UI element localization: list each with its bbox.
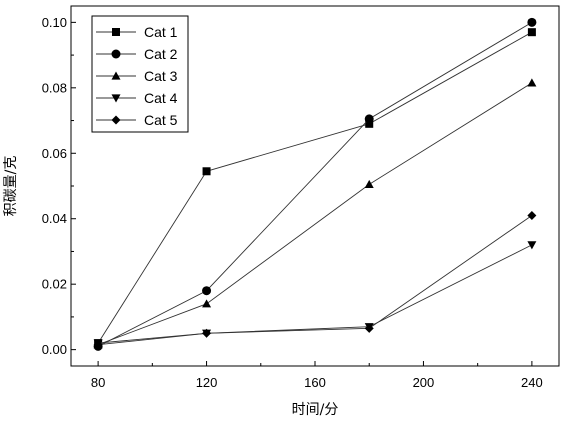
y-axis-title: 积碳量/克 (3, 156, 19, 217)
legend-label: Cat 2 (144, 46, 178, 62)
y-tick-label: 0.10 (42, 15, 67, 30)
data-point (202, 167, 211, 176)
y-tick-label: 0.04 (42, 211, 67, 226)
x-axis-title: 时间/分 (292, 402, 339, 418)
y-tick-label: 0.08 (42, 80, 67, 95)
data-point (364, 179, 374, 188)
legend-marker (111, 49, 121, 59)
series-group (93, 17, 537, 351)
legend-label: Cat 1 (144, 24, 178, 40)
data-point (364, 323, 374, 333)
data-point (527, 78, 537, 87)
data-point (365, 119, 374, 128)
series-line-2 (97, 21, 533, 347)
legend-marker (111, 71, 121, 80)
data-point (202, 328, 212, 338)
x-tick-label: 200 (413, 375, 435, 390)
x-tick-label: 80 (91, 375, 105, 390)
legend-marker (112, 28, 120, 36)
data-point (202, 286, 212, 296)
data-point (364, 114, 374, 124)
legend-marker (111, 115, 121, 125)
y-tick-label: 0.00 (42, 342, 67, 357)
series-line-1 (97, 31, 533, 344)
data-point (527, 210, 537, 220)
data-point (527, 241, 537, 250)
legend-label: Cat 5 (144, 112, 178, 128)
legend-marker (111, 94, 121, 103)
legend-label: Cat 3 (144, 68, 178, 84)
x-tick-label: 240 (521, 375, 543, 390)
x-tick-label: 120 (196, 375, 218, 390)
legend-label: Cat 4 (144, 90, 178, 106)
y-tick-label: 0.02 (42, 277, 67, 292)
x-tick-label: 160 (304, 375, 326, 390)
axis-ticks: 80 120 160 200 240 0.00 0.02 0.04 0.06 0.08 0.10 (42, 15, 543, 390)
data-point (202, 299, 212, 308)
series-line-4 (98, 244, 533, 344)
legend-box (91, 15, 189, 133)
y-tick-label: 0.06 (42, 146, 67, 161)
legend: Cat 1 Cat 2 Cat 3 Cat 4 Cat 5 (91, 15, 189, 133)
series-line-3 (97, 82, 533, 346)
data-point (527, 17, 537, 27)
data-point (93, 340, 103, 350)
series-line-5 (98, 215, 533, 346)
data-point (527, 28, 536, 37)
